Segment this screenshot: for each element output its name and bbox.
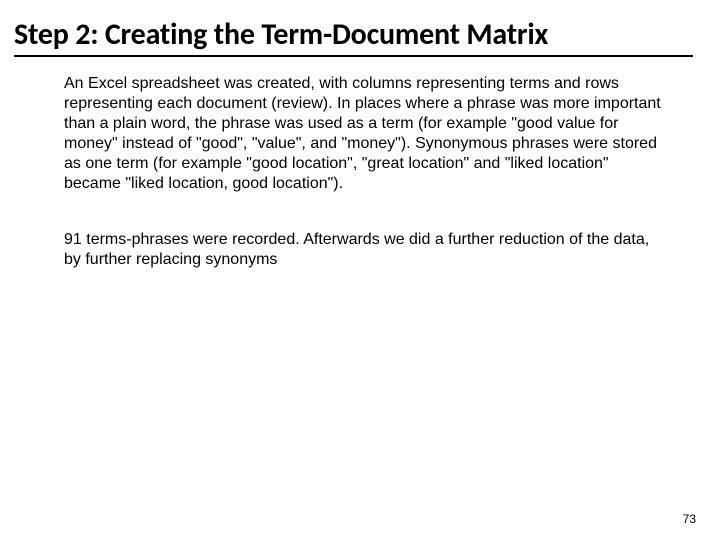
title-underline <box>14 55 693 57</box>
page-number: 73 <box>683 512 696 526</box>
paragraph-2: 91 terms-phrases were recorded. Afterwar… <box>64 230 664 270</box>
slide-title: Step 2: Creating the Term-Document Matri… <box>14 16 548 53</box>
paragraph-1: An Excel spreadsheet was created, with c… <box>64 74 664 194</box>
